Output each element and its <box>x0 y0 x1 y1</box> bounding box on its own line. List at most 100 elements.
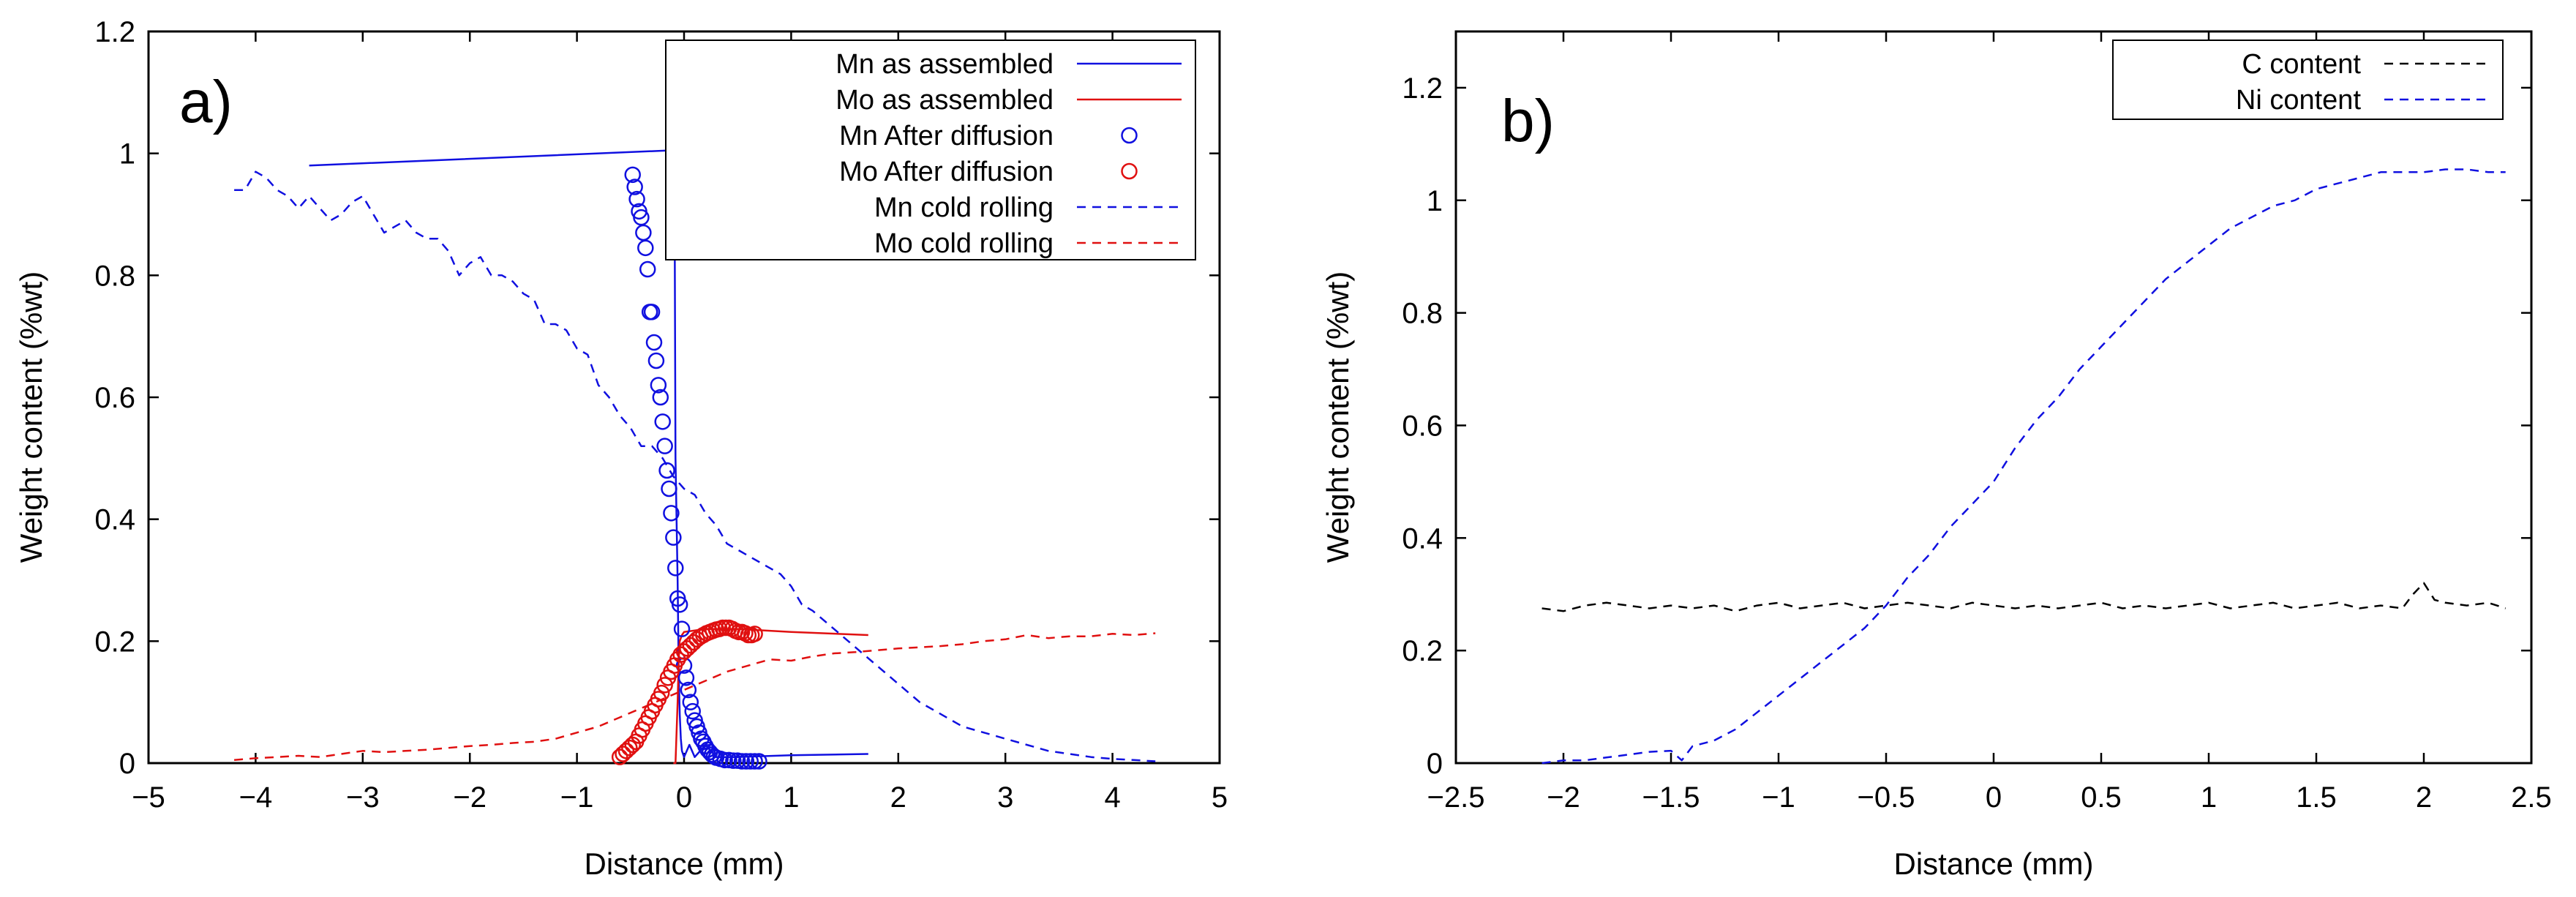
panel-b-x-tick-label: −2.5 <box>1427 781 1485 814</box>
panel-b-legend-box <box>2112 40 2504 120</box>
panel-a-legend-item-mn-cold-rolling: Mn cold rolling <box>874 192 1182 223</box>
panel-b-x-tick-label: 0 <box>1986 781 2002 814</box>
panel-a-y-tick-label: 1.2 <box>94 16 135 48</box>
panel-a-series-mn-after-diffusion-point <box>647 352 665 369</box>
panel-b-legend-item-c-content-label: C content <box>2242 49 2361 80</box>
panel-a-series-mo-after-diffusion-point <box>746 626 763 642</box>
panel-a-chart: a) Distance (mm) Weight content (%wt) −5… <box>14 16 1228 881</box>
panel-a-series-mn-after-diffusion-point <box>637 239 654 257</box>
panel-a-series-mn-after-diffusion-point <box>673 620 691 637</box>
panel-b-x-tick-label: 2 <box>2416 781 2432 814</box>
panel-b-x-tick-label: 1.5 <box>2296 781 2337 814</box>
panel-a-series-mn-after-diffusion-point <box>643 304 661 320</box>
panel-a-y-tick-label: 0.8 <box>94 260 135 292</box>
panel-a-y-tick-label: 0.6 <box>94 382 135 414</box>
panel-b-x-axis-label: Distance (mm) <box>1893 847 2093 881</box>
panel-b-legend-item-ni-content-label: Ni content <box>2236 85 2362 116</box>
panel-a-legend-item-mn-as-assembled: Mn as assembled <box>835 49 1182 80</box>
panel-b-legend: C content Ni content <box>2112 40 2504 120</box>
panel-a-series-mo-after-diffusion-point <box>656 677 673 694</box>
panel-a-x-tick-label: −3 <box>346 781 380 814</box>
panel-a-series-mn-after-diffusion-point <box>645 334 663 351</box>
panel-a-legend-item-mo-after-diffusion: Mo After diffusion <box>839 157 1138 187</box>
panel-b-y-tick-label: 0.4 <box>1402 522 1443 555</box>
panel-a-series-mn-after-diffusion-point <box>680 681 697 699</box>
panel-a-legend-item-mo-as-assembled-label: Mo as assembled <box>835 85 1054 116</box>
panel-a-x-tick-label: 0 <box>676 781 692 814</box>
panel-a-legend-item-mn-after-diffusion-marker <box>1121 127 1138 144</box>
panel-b-x-tick-label: −2 <box>1547 781 1580 814</box>
panel-a-legend-item-mn-after-diffusion-label: Mn After diffusion <box>839 121 1054 151</box>
panel-b-y-tick-label: 1 <box>1427 185 1443 217</box>
panel-a-series-mn-after-diffusion-point <box>624 166 641 184</box>
panel-a-series-mn-after-diffusion-point <box>725 752 742 769</box>
panel-b-y-tick-label: 0.6 <box>1402 410 1443 442</box>
panel-b-chart: b) Distance (mm) Weight content (%wt) −2… <box>1321 30 2552 881</box>
panel-a-x-tick-label: 5 <box>1212 781 1228 814</box>
panel-a-series-mn-after-diffusion-point <box>628 190 645 208</box>
panel-a-legend-item-mo-after-diffusion-marker <box>1121 162 1138 180</box>
panel-a-x-tick-label: 1 <box>783 781 799 814</box>
panel-a-series-mo-as-assembled <box>673 628 868 765</box>
panel-b-series-c-content <box>1542 582 2506 612</box>
panel-a-series-mn-after-diffusion-point <box>742 753 759 770</box>
panel-b-x-tick-label: −0.5 <box>1858 781 1915 814</box>
panel-a-x-axis-label: Distance (mm) <box>584 847 784 881</box>
panel-a-series-mn-after-diffusion-point <box>671 596 688 613</box>
panel-a-series-mn-after-diffusion-point <box>751 753 767 770</box>
panel-b-y-tick-label: 0 <box>1427 748 1443 780</box>
panel-a-series-mo-after-diffusion <box>611 619 763 765</box>
panel-a-series-mn-after-diffusion-point <box>667 560 684 577</box>
panel-a-series-layer <box>233 140 1156 770</box>
panel-b-x-tick-label: −1.5 <box>1642 781 1700 814</box>
panel-a-legend-item-mo-as-assembled: Mo as assembled <box>835 85 1182 116</box>
panel-a-y-tick-label: 0 <box>119 748 135 780</box>
panel-b-x-tick-label: 2.5 <box>2511 781 2552 814</box>
panel-b-x-tick-label: 0.5 <box>2081 781 2122 814</box>
panel-a-series-mn-after-diffusion-point <box>650 377 667 394</box>
panel-a-legend-item-mn-after-diffusion: Mn After diffusion <box>839 121 1138 151</box>
panel-a-series-mn-cold-rolling <box>234 170 1156 762</box>
panel-a-x-tick-label: −5 <box>132 781 165 814</box>
panel-a-series-mo-cold-rolling <box>233 632 1156 762</box>
panel-a-series-mn-after-diffusion-point <box>737 753 755 770</box>
panel-b-legend-item-ni-content: Ni content <box>2236 85 2489 116</box>
panel-a-series-mn-after-diffusion-point <box>635 224 652 241</box>
panel-a-series-mn-after-diffusion-point <box>677 669 695 686</box>
panel-a-series-mn-after-diffusion-point <box>639 260 656 278</box>
panel-a-series-mn-after-diffusion-point <box>684 702 701 720</box>
panel-a-x-tick-label: 3 <box>997 781 1013 814</box>
panel-b-series-layer <box>1542 168 2506 765</box>
panel-a-series-mn-after-diffusion-point <box>661 480 677 498</box>
panel-b-legend-item-c-content: C content <box>2242 49 2489 80</box>
panel-a-legend-item-mo-after-diffusion-label: Mo After diffusion <box>839 157 1054 187</box>
panel-a-y-tick-label: 1 <box>119 138 135 170</box>
panel-a-series-mn-after-diffusion <box>624 166 767 770</box>
panel-a-y-axis-label: Weight content (%wt) <box>14 271 48 563</box>
panel-a-series-mn-after-diffusion-point <box>656 438 673 454</box>
panel-a-legend-item-mo-cold-rolling: Mo cold rolling <box>874 228 1182 259</box>
panel-a-series-mn-after-diffusion-point <box>652 389 669 406</box>
panel-b-y-tick-label: 1.2 <box>1402 72 1443 105</box>
panel-b-label: b) <box>1501 88 1555 154</box>
panel-a-x-tick-label: −4 <box>239 781 273 814</box>
panel-a-series-mn-after-diffusion-point <box>654 413 671 430</box>
panel-a-legend-item-mo-cold-rolling-label: Mo cold rolling <box>874 228 1054 259</box>
panel-a-label: a) <box>179 69 233 135</box>
panel-a-x-tick-label: −2 <box>453 781 487 814</box>
panel-a-series-mn-after-diffusion-point <box>682 694 699 710</box>
panel-a-series-mn-after-diffusion-point <box>665 529 682 546</box>
panel-a-legend: Mn as assembled Mo as assembled Mn After d… <box>665 40 1196 260</box>
panel-a-series-mn-after-diffusion-point <box>716 751 733 769</box>
panel-b-y-axis-label: Weight content (%wt) <box>1321 271 1355 563</box>
panel-a-series-mn-after-diffusion-point <box>746 753 763 770</box>
panel-a-x-tick-label: −1 <box>560 781 594 814</box>
panel-b-y-tick-label: 0.8 <box>1402 298 1443 330</box>
panel-b-x-tick-label: −1 <box>1762 781 1795 814</box>
panel-a-series-mn-after-diffusion-point <box>626 179 643 195</box>
panel-a-y-tick-label: 0.4 <box>94 504 135 536</box>
panel-a-x-tick-label: 2 <box>890 781 906 814</box>
panel-b-y-tick-label: 0.2 <box>1402 635 1443 667</box>
panel-b-x-tick-label: 1 <box>2201 781 2217 814</box>
panel-a-x-tick-label: 4 <box>1104 781 1120 814</box>
